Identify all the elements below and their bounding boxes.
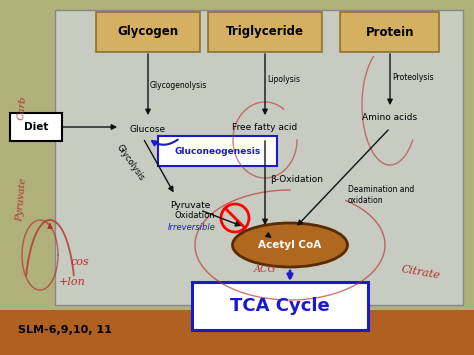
Text: TCA Cycle: TCA Cycle bbox=[230, 297, 330, 315]
Text: Amino acids: Amino acids bbox=[363, 114, 418, 122]
Text: Lipolysis: Lipolysis bbox=[267, 76, 300, 84]
Text: Diet: Diet bbox=[24, 122, 48, 132]
Text: Proteolysis: Proteolysis bbox=[392, 73, 434, 82]
Text: Glycogen: Glycogen bbox=[118, 26, 179, 38]
Text: ACG: ACG bbox=[254, 266, 276, 274]
Text: Triglyceride: Triglyceride bbox=[226, 26, 304, 38]
Text: Deamination and
oxidation: Deamination and oxidation bbox=[348, 185, 414, 206]
Text: Oxidation: Oxidation bbox=[175, 211, 216, 219]
Text: Protein: Protein bbox=[366, 26, 414, 38]
Text: Gluconeogenesis: Gluconeogenesis bbox=[175, 147, 261, 155]
Text: β-Oxidation: β-Oxidation bbox=[270, 175, 323, 185]
Text: Pyruvate: Pyruvate bbox=[16, 178, 28, 222]
Text: Pyruvate: Pyruvate bbox=[170, 201, 210, 209]
Text: SLM-6,9,10, 11: SLM-6,9,10, 11 bbox=[18, 325, 112, 335]
Text: +lon: +lon bbox=[59, 277, 85, 287]
Text: Glucose: Glucose bbox=[130, 126, 166, 135]
Text: Carb: Carb bbox=[17, 95, 27, 120]
FancyBboxPatch shape bbox=[158, 136, 277, 166]
FancyBboxPatch shape bbox=[340, 12, 439, 52]
Ellipse shape bbox=[233, 223, 347, 267]
Text: Free fatty acid: Free fatty acid bbox=[232, 124, 298, 132]
Text: Citrate: Citrate bbox=[400, 264, 441, 280]
FancyBboxPatch shape bbox=[192, 282, 368, 330]
Text: Irreversible: Irreversible bbox=[168, 224, 216, 233]
FancyBboxPatch shape bbox=[96, 12, 200, 52]
Text: Glycolysis: Glycolysis bbox=[115, 143, 146, 183]
FancyBboxPatch shape bbox=[10, 113, 62, 141]
FancyBboxPatch shape bbox=[55, 10, 463, 305]
Text: cos: cos bbox=[71, 257, 90, 267]
FancyBboxPatch shape bbox=[208, 12, 322, 52]
FancyBboxPatch shape bbox=[0, 310, 474, 355]
Text: Acetyl CoA: Acetyl CoA bbox=[258, 240, 322, 250]
Text: Glycogenolysis: Glycogenolysis bbox=[150, 81, 207, 89]
